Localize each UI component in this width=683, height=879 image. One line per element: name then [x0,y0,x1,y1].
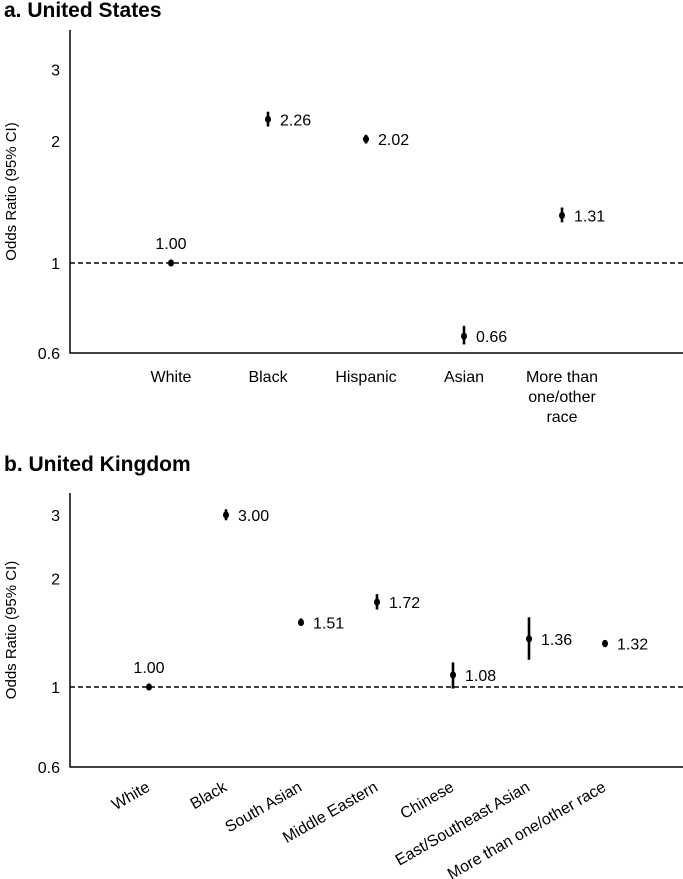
point-marker [168,259,174,267]
x-tick-label: White [109,779,153,814]
y-axis-label: Odds Ratio (95% CI) [3,122,20,260]
x-tick-label: White [151,369,192,386]
data-label: 1.08 [465,668,496,685]
data-label: 1.00 [133,660,164,677]
data-label: 1.31 [574,208,605,225]
x-tick-label: Black [188,778,231,813]
data-label: 1.32 [617,637,648,654]
y-tick-label: 1 [51,680,60,697]
point-marker [526,635,532,643]
x-tick-label: More than [526,369,598,386]
point-marker [298,618,304,627]
point-marker [559,211,565,220]
data-label: 1.00 [155,236,186,253]
chart-us: 0.6 1 2 3 Odds Ratio (95% CI) 1.00 2.26 2.02 0.6… [3,30,683,426]
x-tick-label: Chinese [398,779,457,823]
data-label: 1.36 [541,632,572,649]
data-label: 1.51 [313,615,344,632]
x-tick-label: East/Southeast Asian [393,779,533,870]
x-tick-label: race [546,409,577,426]
x-tick-label: Black [248,369,288,386]
y-tick-label: 1 [51,256,60,273]
x-tick-label: Asian [444,369,484,386]
data-label: 2.02 [378,132,409,149]
panel-a-title: a. United States [4,0,162,22]
point-marker [363,135,369,143]
data-label: 2.26 [280,112,311,129]
x-tick-label: one/other [528,389,596,406]
point-marker [146,683,152,691]
point-marker [450,671,456,679]
y-tick-label: 3 [51,62,60,79]
panel-b-title: b. United Kingdom [4,453,191,476]
data-label: 3.00 [238,508,269,525]
y-tick-label: 3 [51,508,60,525]
point-marker [223,511,229,519]
point-marker [374,598,380,606]
data-label: 0.66 [476,329,507,346]
y-tick-label: 0.6 [38,760,60,777]
y-tick-label: 2 [51,134,60,151]
point-marker [602,639,608,648]
y-axis-label: Odds Ratio (95% CI) [3,561,20,699]
point-marker [461,332,467,340]
x-tick-label: Hispanic [335,369,396,386]
y-tick-label: 0.6 [38,346,60,363]
data-label: 1.72 [389,595,420,612]
point-marker [265,115,271,123]
y-tick-label: 2 [51,571,60,588]
